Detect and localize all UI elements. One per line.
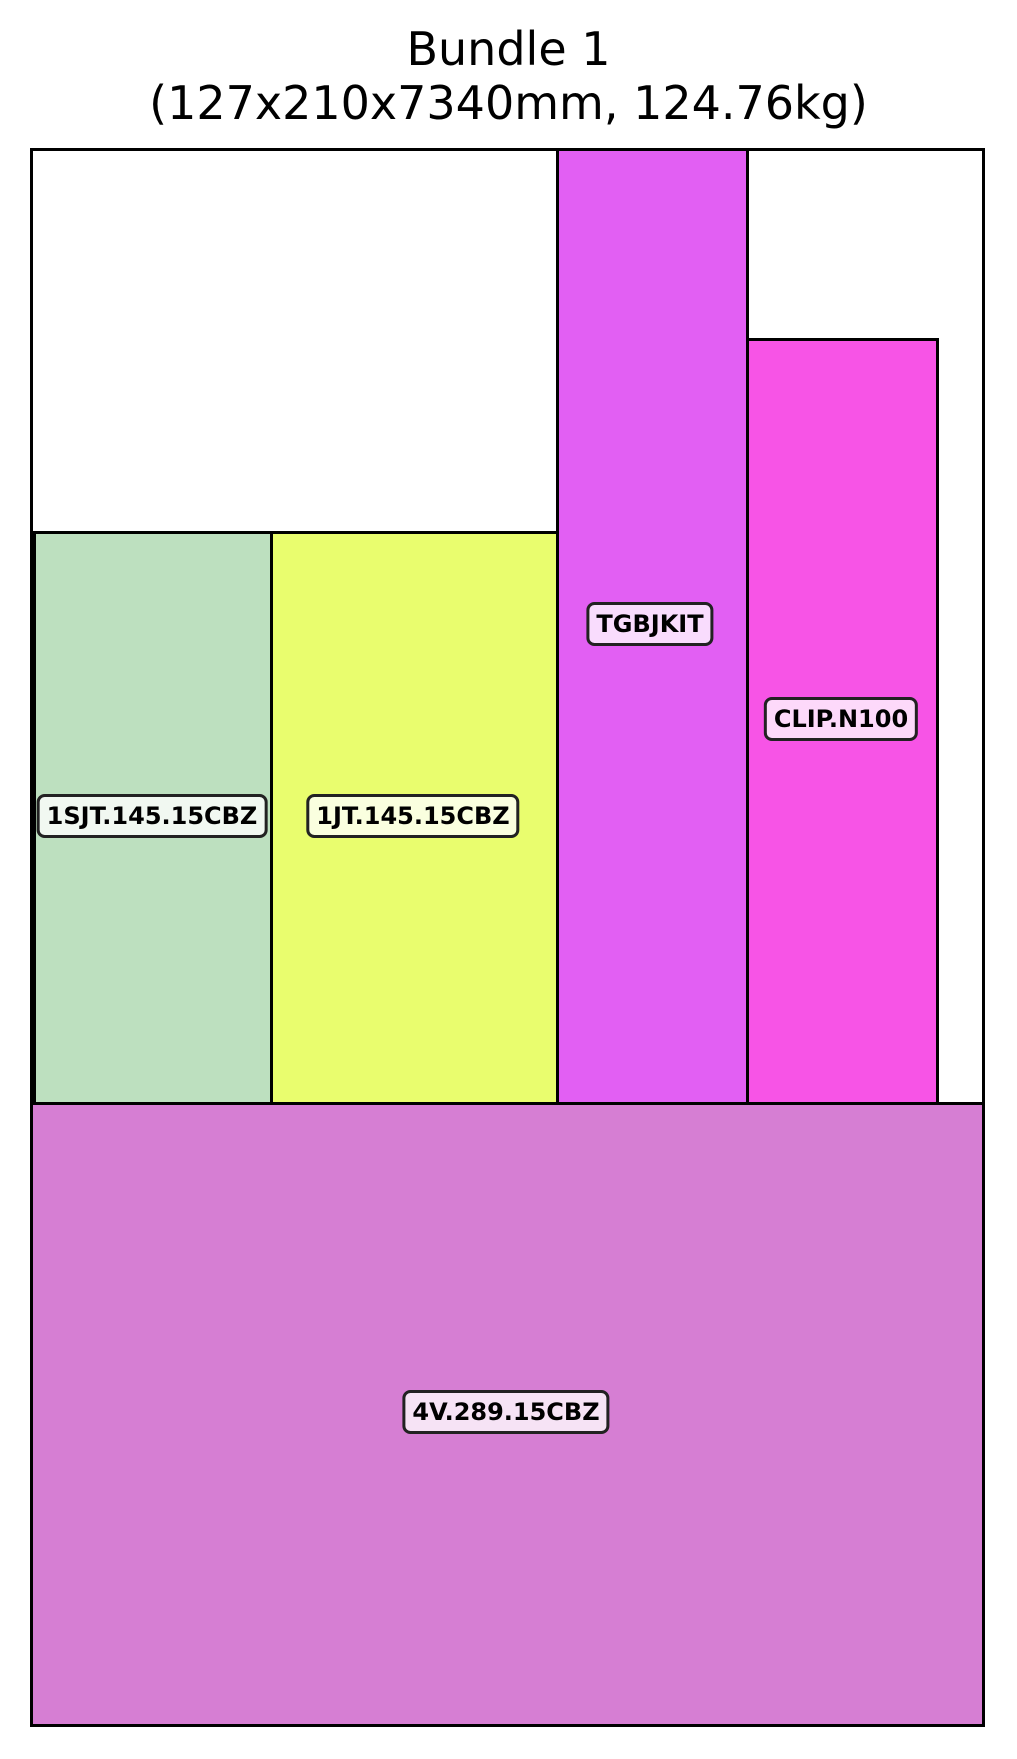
item-label-clip-n100: CLIP.N100	[763, 697, 919, 741]
bundle-title-specs: (127x210x7340mm, 124.76kg)	[149, 76, 868, 130]
item-label-1jt-145-15cbz: 1JT.145.15CBZ	[306, 794, 520, 838]
bundle-outline: 1SJT.145.15CBZ 1JT.145.15CBZ TGBJKIT CLI…	[30, 148, 985, 1727]
bundle-title-name: Bundle 1	[406, 22, 611, 76]
item-label-4v-289-15cbz: 4V.289.15CBZ	[402, 1390, 610, 1434]
item-label-tgbjkit: TGBJKIT	[586, 602, 714, 646]
bundle-title: Bundle 1 (127x210x7340mm, 124.76kg)	[0, 22, 1017, 130]
item-label-1sjt-145-15cbz: 1SJT.145.15CBZ	[36, 794, 268, 838]
